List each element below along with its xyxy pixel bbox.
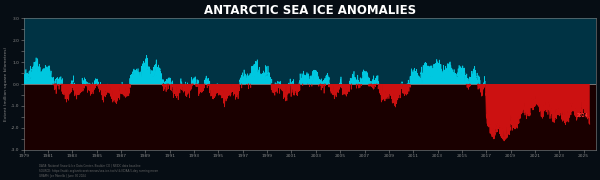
Bar [23,18,596,84]
Bar [23,84,596,150]
Text: DATA: National Snow & Ice Data Center, Boulder CO | NSIDC data baseline
SOURCE: : DATA: National Snow & Ice Data Center, B… [39,164,158,178]
Title: ANTARCTIC SEA ICE ANOMALIES: ANTARCTIC SEA ICE ANOMALIES [203,4,416,17]
Text: 2024: 2024 [577,113,588,118]
Y-axis label: Extent (million square kilometres): Extent (million square kilometres) [4,47,8,121]
